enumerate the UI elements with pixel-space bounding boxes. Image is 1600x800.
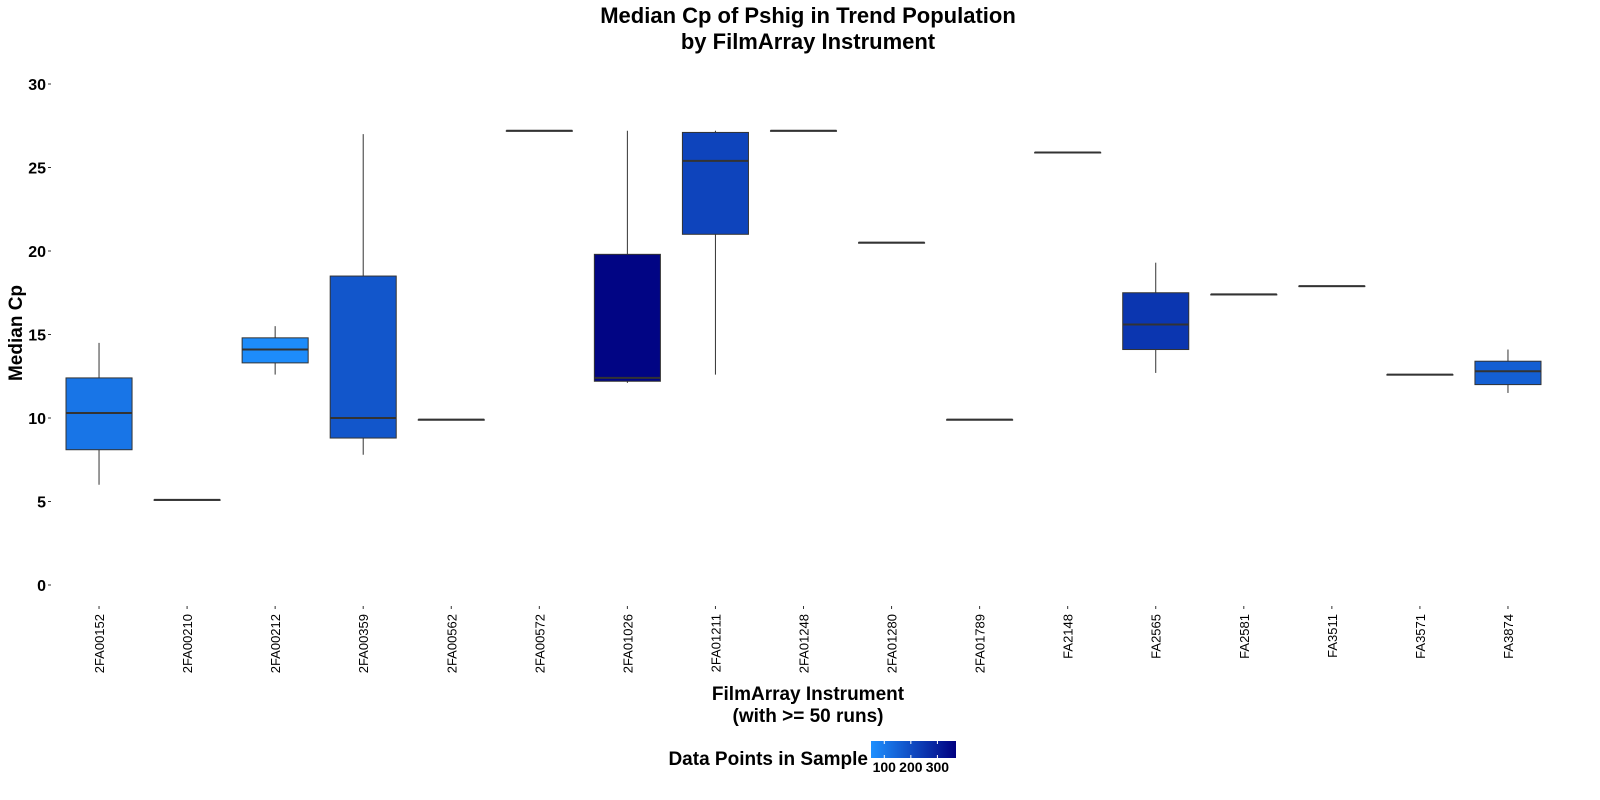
x-tick-label: FA2581 xyxy=(1237,614,1252,659)
y-tick-label: 20 xyxy=(28,244,46,261)
legend-tick-label: 300 xyxy=(926,759,950,775)
y-tick-label: 25 xyxy=(28,161,46,178)
box-body xyxy=(681,131,749,235)
x-axis: 2FA00152 2FA00210 2FA00212 2FA00359 2FA00562… xyxy=(92,606,1516,673)
box-2FA01248 xyxy=(769,129,838,132)
x-tick-label: 2FA01211 xyxy=(708,614,723,672)
x-axis-title-line1: FilmArray Instrument xyxy=(712,684,905,705)
box-2FA01211 xyxy=(681,130,749,375)
x-tick-label: 2FA00572 xyxy=(532,614,547,673)
x-tick-label: 2FA00562 xyxy=(444,614,459,673)
box-series xyxy=(65,129,1542,501)
y-tick-label: 10 xyxy=(28,411,46,428)
x-tick-label: 2FA00359 xyxy=(356,614,371,673)
y-tick-label: 15 xyxy=(28,328,46,345)
y-axis-title: Median Cp xyxy=(6,285,27,381)
y-axis: 0 5 10 15 20 25 30 xyxy=(28,77,51,595)
legend-ticks: 100 200 300 xyxy=(873,741,950,775)
box-body xyxy=(593,253,661,382)
x-axis-title-line2: (with >= 50 runs) xyxy=(733,706,884,727)
x-tick-label: 2FA00152 xyxy=(92,614,107,673)
x-tick-label: 2FA01026 xyxy=(620,614,635,673)
x-tick-label: 2FA01280 xyxy=(885,614,900,673)
box-FA2581 xyxy=(1210,293,1278,296)
chart-title-line1: Median Cp of Pshig in Trend Population xyxy=(600,3,1016,28)
box-FA3511 xyxy=(1298,285,1366,288)
box-FA2148 xyxy=(1034,151,1102,154)
x-tick-label: 2FA01789 xyxy=(973,614,988,673)
box-2FA00572 xyxy=(505,129,573,132)
legend-tick-label: 200 xyxy=(899,759,923,775)
box-2FA00562 xyxy=(417,418,485,421)
color-legend: Data Points in Sample 100 200 300 xyxy=(668,741,956,775)
box-body xyxy=(1474,360,1542,386)
legend-title: Data Points in Sample xyxy=(668,749,868,770)
box-2FA01280 xyxy=(858,241,926,244)
box-body xyxy=(1122,292,1190,351)
box-2FA00210 xyxy=(153,498,221,501)
x-tick-label: 2FA00212 xyxy=(268,614,283,673)
x-tick-label: FA3571 xyxy=(1413,614,1428,659)
legend-tick-label: 100 xyxy=(873,759,897,775)
y-tick-label: 0 xyxy=(37,578,46,595)
x-tick-label: 2FA00210 xyxy=(180,614,195,673)
x-tick-label: 2FA01248 xyxy=(797,614,812,673)
box-2FA00212 xyxy=(241,326,309,375)
x-tick-label: FA3511 xyxy=(1325,614,1340,658)
box-FA3571 xyxy=(1386,373,1454,376)
box-2FA01789 xyxy=(946,418,1014,421)
y-tick-label: 5 xyxy=(37,495,46,512)
box-FA3874 xyxy=(1474,349,1542,393)
box-body xyxy=(329,275,397,439)
x-tick-label: FA2565 xyxy=(1149,614,1164,659)
box-2FA00152 xyxy=(65,342,133,485)
legend-colorbar xyxy=(871,741,956,758)
box-2FA01026 xyxy=(593,130,661,383)
box-2FA00359 xyxy=(329,134,397,455)
box-FA2565 xyxy=(1122,262,1190,373)
x-tick-label: FA3874 xyxy=(1501,614,1516,659)
chart-title-line2: by FilmArray Instrument xyxy=(681,29,936,54)
x-tick-label: FA2148 xyxy=(1061,614,1076,659)
y-tick-label: 30 xyxy=(28,77,46,94)
